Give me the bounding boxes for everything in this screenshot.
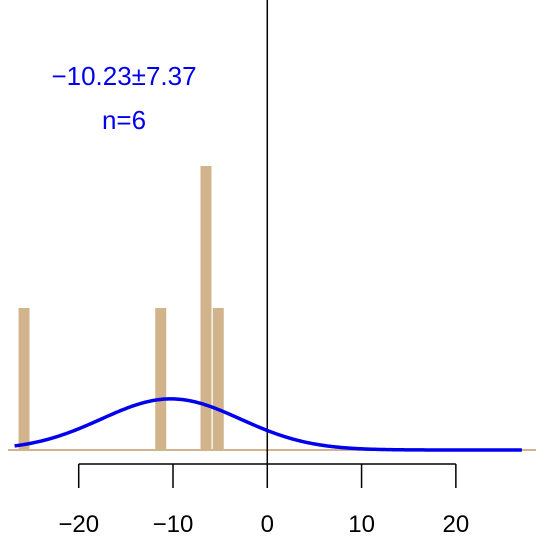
n-annotation: n=6 bbox=[102, 105, 146, 135]
density-curve bbox=[14, 397, 522, 452]
histogram-bar bbox=[212, 308, 224, 450]
histogram-bar bbox=[200, 166, 212, 450]
histogram-bar bbox=[18, 308, 30, 450]
x-tick-label: −20 bbox=[58, 511, 99, 538]
bars-group bbox=[18, 166, 224, 450]
histogram-bar bbox=[155, 308, 167, 450]
mean-sd-annotation: −10.23±7.37 bbox=[51, 61, 196, 91]
x-tick-label: −10 bbox=[153, 511, 194, 538]
x-axis: −20 −10 0 10 20 bbox=[58, 463, 470, 538]
x-tick-label: 20 bbox=[443, 511, 470, 538]
x-tick-label: 10 bbox=[348, 511, 375, 538]
x-tick-label: 0 bbox=[261, 511, 274, 538]
